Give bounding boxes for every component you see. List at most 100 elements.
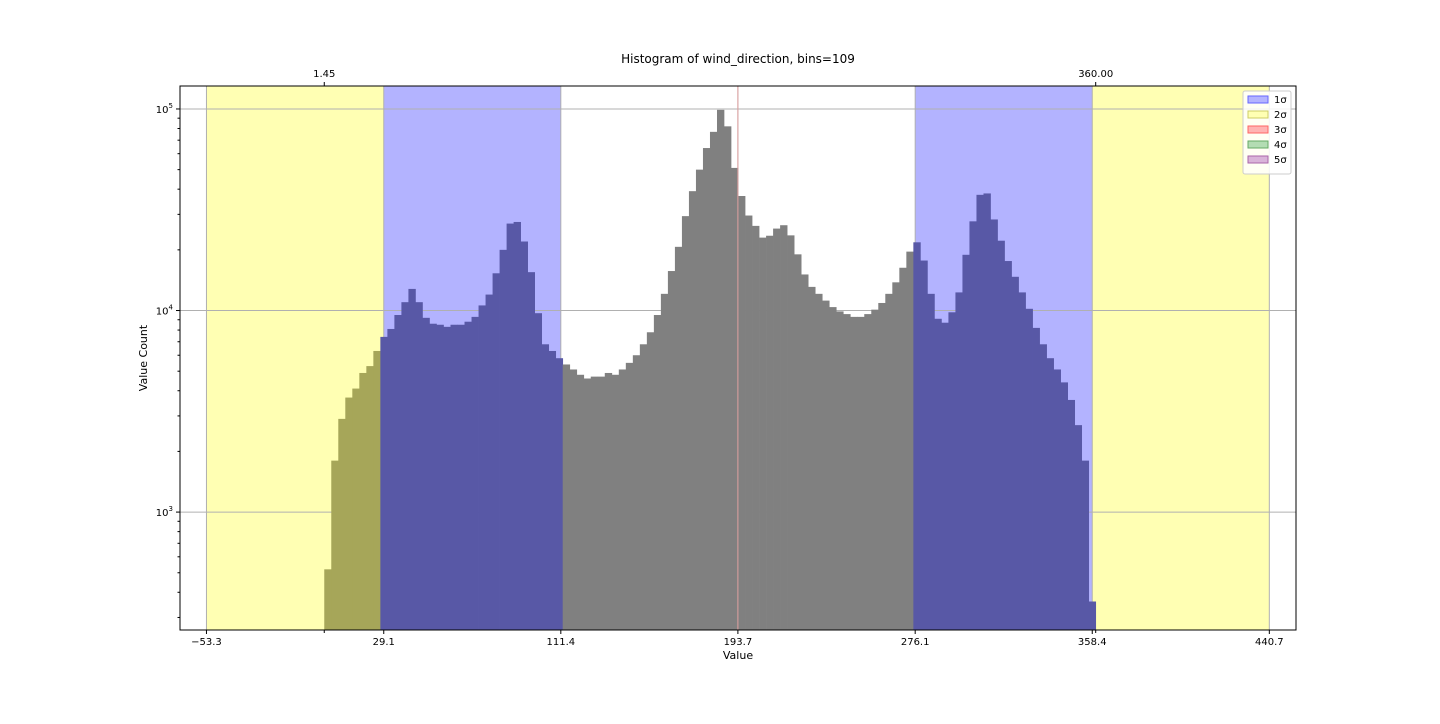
histogram-bar bbox=[513, 221, 521, 630]
histogram-bar bbox=[815, 293, 823, 630]
histogram-bar bbox=[731, 167, 739, 631]
histogram-bar bbox=[927, 293, 935, 630]
x-tick-label: 193.7 bbox=[724, 637, 753, 648]
legend-swatch bbox=[1247, 140, 1269, 149]
y-tick-base: 10 bbox=[156, 508, 169, 519]
histogram-bar bbox=[1032, 327, 1040, 630]
histogram-bar bbox=[738, 195, 746, 631]
histogram-bar bbox=[408, 288, 416, 630]
histogram-bar bbox=[1004, 261, 1012, 630]
histogram-bar bbox=[1046, 358, 1054, 630]
histogram-bar bbox=[555, 358, 564, 630]
histogram-bar bbox=[604, 372, 613, 630]
histogram-bar bbox=[548, 350, 557, 630]
histogram-bar bbox=[843, 314, 851, 630]
histogram-bar bbox=[387, 328, 395, 630]
legend-label: 4σ bbox=[1274, 140, 1287, 151]
histogram-bar bbox=[394, 315, 402, 630]
x-tick-label: 440.7 bbox=[1255, 637, 1284, 648]
y-tick-exponent: 5 bbox=[169, 102, 173, 110]
histogram-bar bbox=[534, 313, 543, 630]
histogram-bar bbox=[457, 324, 465, 630]
histogram-bar bbox=[962, 254, 970, 630]
histogram-bar bbox=[857, 316, 865, 630]
histogram-bar bbox=[983, 193, 991, 630]
legend-swatch bbox=[1247, 155, 1269, 164]
histogram-bar bbox=[702, 148, 711, 630]
histogram-bar bbox=[443, 326, 451, 630]
legend-label: 1σ bbox=[1274, 95, 1287, 106]
histogram-bar bbox=[1053, 369, 1061, 630]
histogram-bars bbox=[324, 109, 1097, 631]
histogram-bar bbox=[1067, 399, 1076, 630]
histogram-bar bbox=[373, 350, 381, 630]
histogram-bar bbox=[850, 316, 858, 630]
legend-swatch bbox=[1247, 110, 1269, 119]
histogram-bar bbox=[836, 311, 844, 630]
histogram-bar bbox=[1025, 308, 1033, 630]
histogram-bar bbox=[759, 237, 767, 630]
legend-label: 3σ bbox=[1274, 125, 1287, 136]
y-tick-exponent: 4 bbox=[169, 304, 174, 312]
histogram-bar bbox=[681, 216, 690, 630]
histogram-bar bbox=[787, 235, 795, 630]
histogram-bar bbox=[709, 131, 718, 631]
legend-swatch bbox=[1247, 95, 1269, 104]
histogram-bar bbox=[667, 271, 676, 630]
histogram-bar bbox=[576, 374, 585, 630]
histogram-bar bbox=[990, 219, 998, 631]
histogram-bar bbox=[345, 397, 353, 630]
histogram-bar bbox=[660, 293, 669, 630]
histogram-bar bbox=[969, 221, 977, 630]
histogram-bar bbox=[583, 378, 592, 630]
histogram-bar bbox=[632, 355, 641, 630]
histogram-bar bbox=[352, 388, 360, 630]
histogram-bar bbox=[1039, 344, 1047, 630]
histogram-bar bbox=[492, 273, 500, 630]
histogram-bar bbox=[724, 126, 732, 631]
histogram-bar bbox=[401, 302, 409, 630]
histogram-bar bbox=[436, 324, 444, 630]
histogram-bar bbox=[415, 302, 423, 630]
histogram-bar bbox=[338, 418, 346, 630]
histogram-bar bbox=[520, 241, 528, 630]
histogram-bar bbox=[597, 376, 606, 630]
histogram-bar bbox=[464, 321, 472, 630]
histogram-bar bbox=[829, 307, 837, 630]
histogram-bar bbox=[920, 260, 928, 630]
x-axis-label: Value bbox=[723, 649, 753, 662]
histogram-bar bbox=[429, 323, 437, 630]
histogram-bar bbox=[674, 246, 683, 630]
histogram-bar bbox=[471, 316, 479, 630]
y-tick-label: 104 bbox=[156, 304, 174, 318]
y-axis-label: Value Count bbox=[137, 324, 150, 391]
histogram-bar bbox=[1088, 601, 1097, 630]
histogram-bar bbox=[646, 332, 655, 630]
histogram-bar bbox=[695, 169, 704, 630]
histogram-bar bbox=[618, 369, 627, 630]
sigma-band bbox=[1092, 86, 1270, 630]
histogram-bar bbox=[688, 191, 697, 630]
histogram-bar bbox=[506, 223, 514, 630]
histogram-bar bbox=[562, 364, 571, 630]
histogram-bar bbox=[380, 336, 388, 630]
histogram-bar bbox=[366, 366, 374, 630]
histogram-bar bbox=[892, 282, 900, 630]
histogram-bar bbox=[822, 300, 830, 630]
histogram-bar bbox=[885, 293, 893, 630]
histogram-bar bbox=[864, 314, 872, 630]
histogram-bar bbox=[625, 362, 634, 630]
histogram-bar bbox=[934, 318, 942, 630]
x-tick-label: 29.1 bbox=[373, 637, 395, 648]
y-tick-label: 105 bbox=[156, 102, 173, 116]
legend: 1σ 2σ 3σ 4σ 5σ bbox=[1242, 90, 1292, 175]
histogram-bar bbox=[1081, 460, 1090, 630]
top-tick-label: 360.00 bbox=[1078, 69, 1113, 80]
histogram-bar bbox=[899, 267, 907, 630]
histogram-bar bbox=[324, 569, 332, 630]
histogram-bar bbox=[1060, 382, 1068, 630]
histogram-bar bbox=[941, 322, 949, 630]
y-tick-base: 10 bbox=[156, 105, 169, 116]
y-tick-base: 10 bbox=[156, 307, 169, 318]
